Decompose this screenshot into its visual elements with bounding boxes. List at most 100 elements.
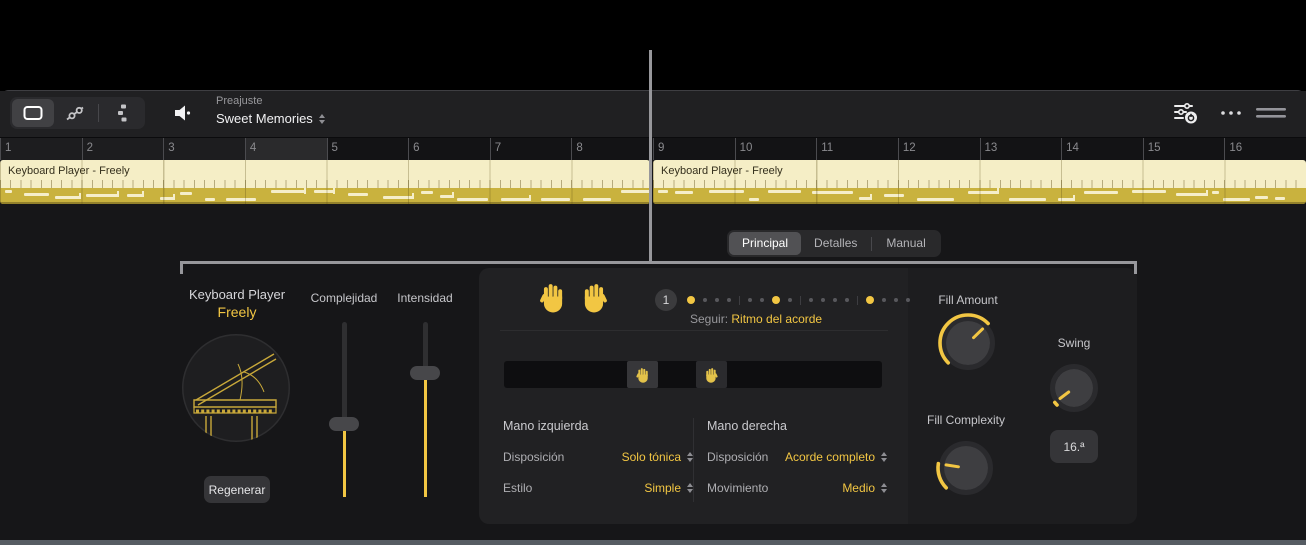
step-dot[interactable] [788,298,792,302]
callout-bracket [180,261,1137,264]
tab-principal[interactable]: Principal [729,232,802,255]
player-settings-button[interactable] [1170,99,1200,127]
variation-dots[interactable] [687,292,910,308]
step-dot[interactable] [748,298,752,302]
speaker-icon [171,102,195,124]
swing-knob[interactable] [1046,360,1102,416]
beat-ticks [653,180,1306,188]
follow-setting[interactable]: Seguir: Ritmo del acorde [690,312,822,326]
ruler-bar-10: 10 [734,138,817,160]
ruler-bar-8: 8 [571,138,653,160]
ruler-bar-4: 4 [244,138,327,160]
fill-complexity-knob[interactable] [934,436,998,500]
complexity-slider[interactable] [329,322,359,497]
slider-track[interactable] [422,322,428,373]
ruler-bar-1: 1 [0,138,82,160]
fill-complexity-label: Fill Complexity [926,413,1005,427]
right-hand-title: Mano derecha [707,419,787,433]
ellipsis-icon [1219,109,1243,117]
left-hand-icon [636,367,649,383]
piano-artwork [182,334,290,442]
active-step-dot[interactable] [687,296,695,304]
tab-divider [871,236,873,251]
active-step-dot[interactable] [866,296,874,304]
automation-mode-button[interactable] [54,99,96,127]
window-handle-button[interactable] [1254,103,1288,123]
setting-row: Disposición Solo tónica [503,450,693,464]
editor-tab-bar: Principal Detalles Manual [727,230,941,257]
variation-number-badge[interactable]: 1 [655,289,677,311]
region-notes-band [653,188,1306,204]
editor-toolbar: Preajuste Sweet Memories [0,91,1306,138]
more-button[interactable] [1216,99,1246,127]
slider-thumb[interactable] [329,416,359,431]
midi-notes-icon [111,102,133,124]
section-separator [500,330,888,331]
monitor-button[interactable] [169,99,197,127]
setting-row: Estilo Simple [503,481,693,495]
right-hand-toggle[interactable] [582,282,608,313]
preset-selector[interactable]: Preajuste Sweet Memories [216,96,325,125]
region-keyboard-player-1[interactable]: Keyboard Player - Freely [0,160,650,204]
popup-value: Solo tónica [621,450,681,464]
dot-group-separator [857,295,858,305]
editor-mode-switcher [10,97,145,129]
step-dot[interactable] [833,298,837,302]
player-main-panel: 1 Seguir: Ritmo del acorde Mano izquierd… [479,268,1137,524]
bar-ruler[interactable]: 1 2 3 4 5 6 7 8 9 10 11 12 13 14 15 16 [0,138,1306,160]
note-value-button[interactable]: 16.ª [1050,430,1098,463]
left-hand-icon [539,282,565,313]
preset-value: Sweet Memories [216,111,313,126]
stepper-icon [881,483,887,493]
swing-label: Swing [1057,336,1091,350]
follow-value[interactable]: Ritmo del acorde [731,312,823,326]
right-hand-icon [705,367,718,383]
step-dot[interactable] [715,298,719,302]
region-keyboard-player-2[interactable]: Keyboard Player - Freely [653,160,1306,204]
step-dot[interactable] [727,298,731,302]
midi-mode-button[interactable] [101,99,143,127]
step-dot[interactable] [882,298,886,302]
step-dot[interactable] [703,298,707,302]
dot-group-separator [800,295,801,305]
step-dot[interactable] [894,298,898,302]
step-dot[interactable] [821,298,825,302]
ruler-bar-7: 7 [489,138,572,160]
right-hand-range-button[interactable] [696,361,727,388]
sliders-badge-icon [1172,101,1198,125]
voicing-popup[interactable]: Solo tónica [622,450,693,464]
step-dot[interactable] [845,298,849,302]
active-step-dot[interactable] [772,296,780,304]
slider-track[interactable] [341,322,347,424]
style-popup[interactable]: Simple [644,481,693,495]
player-name: Keyboard Player [188,287,286,302]
intensity-slider[interactable] [410,322,440,497]
hands-divider [693,418,694,502]
tab-detalles[interactable]: Detalles [814,236,858,250]
region-name: Keyboard Player - Freely [661,165,783,177]
popup-value: Medio [842,481,875,495]
step-dot[interactable] [906,298,910,302]
tab-manual[interactable]: Manual [886,236,926,250]
slider-fill [342,423,346,497]
regenerate-button[interactable]: Regenerar [204,476,270,503]
fill-amount-knob[interactable] [936,311,1000,375]
left-hand-range-button[interactable] [627,361,658,388]
region-mode-button[interactable] [12,99,54,127]
slider-thumb[interactable] [410,365,440,380]
step-dot[interactable] [809,298,813,302]
player-style: Freely [217,304,257,320]
setting-row: Movimiento Medio [707,481,887,495]
movement-popup[interactable]: Medio [842,481,887,495]
left-hand-toggle[interactable] [539,282,565,313]
keyboard-range-strip[interactable] [504,361,882,388]
setting-row: Disposición Acorde completo [707,450,887,464]
step-dot[interactable] [760,298,764,302]
window-bottom-edge [0,540,1306,545]
row-label: Disposición [707,450,769,464]
beat-ticks [0,180,650,188]
ruler-bar-15: 15 [1142,138,1225,160]
complexity-label: Complejidad [310,291,378,305]
voicing-popup[interactable]: Acorde completo [785,450,887,464]
